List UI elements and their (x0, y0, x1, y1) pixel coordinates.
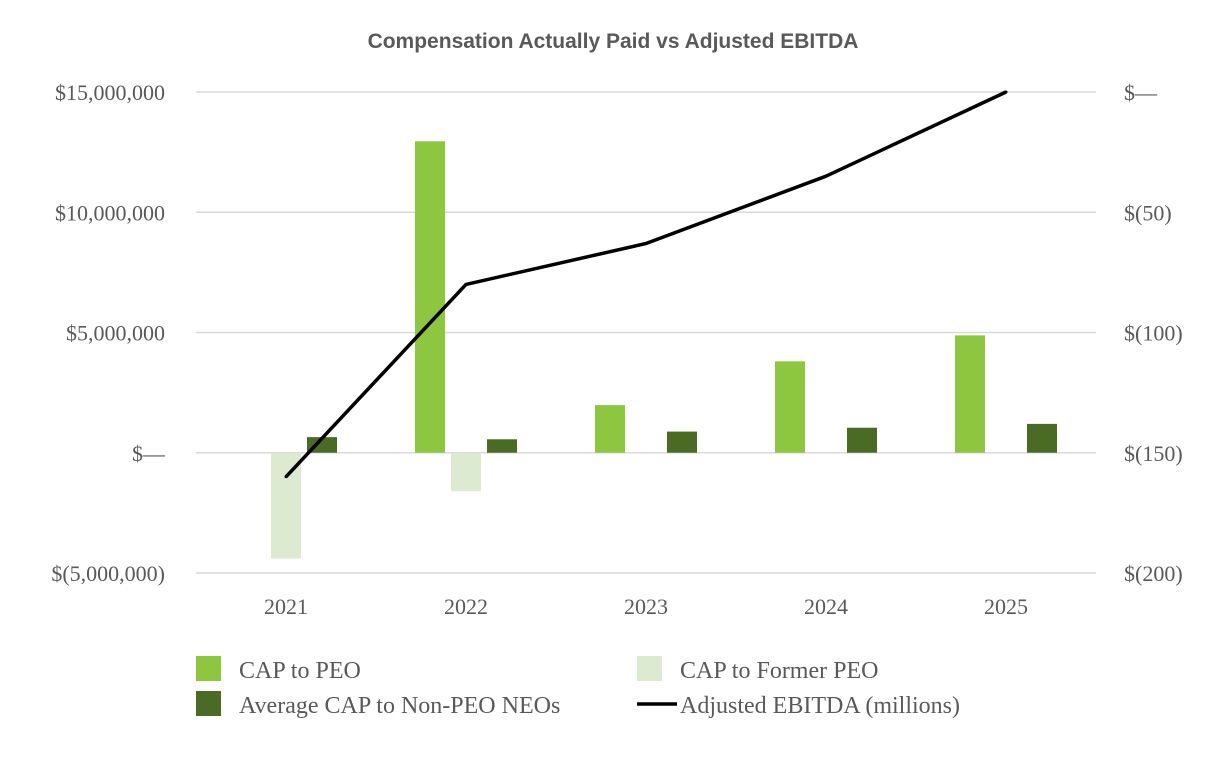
x-tick-label: 2023 (624, 594, 668, 619)
y-tick-label: $5,000,000 (66, 321, 165, 346)
bar-cap-to-peo-2024 (775, 361, 805, 453)
y2-tick-label: $(100) (1124, 321, 1183, 346)
bars (271, 141, 1057, 559)
y2-tick-label: $(50) (1124, 200, 1172, 225)
bar-average-cap-to-non-peo-neos-2024 (847, 427, 877, 453)
legend-label: Average CAP to Non-PEO NEOs (239, 693, 560, 719)
point-adjusted-ebitda-millions-2025 (1004, 90, 1008, 94)
x-tick-label: 2022 (444, 594, 488, 619)
bar-average-cap-to-non-peo-neos-2022 (487, 439, 517, 453)
bar-cap-to-peo-2022 (415, 141, 445, 453)
y2-tick-label: $(150) (1124, 441, 1183, 466)
gridlines (196, 91, 1096, 574)
chart-title: Compensation Actually Paid vs Adjusted E… (368, 30, 859, 53)
legend-swatch-cap-to-former-peo (637, 656, 662, 681)
y-tick-label: $(5,000,000) (51, 561, 165, 586)
line-adjusted-ebitda-millions (284, 90, 1007, 478)
y-tick-label: $— (132, 441, 166, 466)
legend-label: CAP to Former PEO (680, 658, 878, 684)
bar-average-cap-to-non-peo-neos-2023 (667, 431, 697, 453)
y2-tick-label: $(200) (1124, 561, 1183, 586)
legend: CAP to PEO CAP to Former PEO Average CAP t… (196, 656, 960, 719)
x-tick-label: 2024 (804, 594, 848, 619)
point-adjusted-ebitda-millions-2022 (464, 282, 468, 286)
point-adjusted-ebitda-millions-2021 (284, 475, 288, 479)
line-series (284, 90, 1008, 479)
point-adjusted-ebitda-millions-2023 (644, 242, 648, 246)
legend-label: Adjusted EBITDA (millions) (680, 693, 960, 719)
x-tick-label: 2021 (264, 594, 308, 619)
y-tick-label: $15,000,000 (55, 80, 165, 105)
axes: $15,000,000 $10,000,000 $5,000,000 $— $(5,00… (51, 80, 1182, 619)
legend-swatch-cap-to-peo (196, 656, 221, 681)
bar-cap-to-peo-2023 (595, 405, 625, 453)
legend-label: CAP to PEO (239, 658, 361, 684)
x-tick-label: 2025 (984, 594, 1028, 619)
bar-cap-to-former-peo-2022 (451, 452, 481, 492)
y2-tick-label: $— (1124, 80, 1158, 105)
bar-cap-to-former-peo-2021 (271, 452, 301, 559)
legend-swatch-average-cap-to-non-peo-neos (196, 691, 221, 716)
point-adjusted-ebitda-millions-2024 (824, 174, 828, 178)
y-tick-label: $10,000,000 (55, 200, 165, 225)
bar-cap-to-peo-2025 (955, 335, 985, 453)
bar-average-cap-to-non-peo-neos-2025 (1027, 423, 1057, 453)
